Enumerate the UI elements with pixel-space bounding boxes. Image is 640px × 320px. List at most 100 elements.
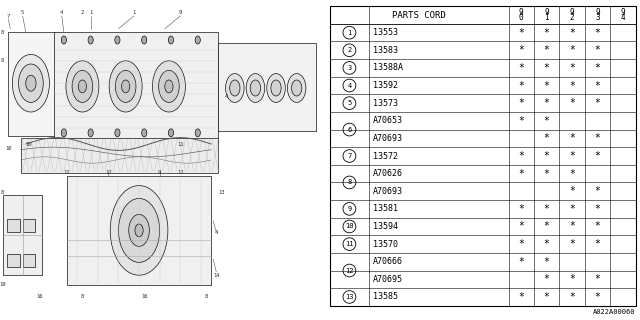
Text: 4: 4 xyxy=(621,13,625,22)
Text: 4: 4 xyxy=(60,10,63,15)
Circle shape xyxy=(195,36,200,44)
Text: 7: 7 xyxy=(348,153,351,159)
Circle shape xyxy=(343,220,356,233)
Text: *: * xyxy=(595,81,600,91)
Circle shape xyxy=(159,70,179,102)
Circle shape xyxy=(343,176,356,189)
Circle shape xyxy=(343,44,356,57)
Text: 13572: 13572 xyxy=(373,151,398,161)
Text: 5: 5 xyxy=(348,100,351,106)
Circle shape xyxy=(129,214,149,246)
Text: 11: 11 xyxy=(345,241,354,247)
Circle shape xyxy=(343,26,356,39)
Bar xyxy=(3,195,42,275)
Text: *: * xyxy=(595,28,600,38)
Circle shape xyxy=(118,198,159,262)
Text: 1: 1 xyxy=(545,13,549,22)
Text: 4: 4 xyxy=(225,93,228,99)
Text: *: * xyxy=(518,151,524,161)
Text: 8: 8 xyxy=(204,293,207,299)
Circle shape xyxy=(230,80,240,96)
Text: A70693: A70693 xyxy=(373,134,403,143)
Text: *: * xyxy=(544,169,550,179)
Circle shape xyxy=(110,186,168,275)
Text: 9: 9 xyxy=(545,8,549,17)
Text: *: * xyxy=(544,116,550,126)
Text: 16: 16 xyxy=(141,293,147,299)
Text: 9: 9 xyxy=(519,8,524,17)
Text: *: * xyxy=(544,28,550,38)
Circle shape xyxy=(165,80,173,93)
Text: *: * xyxy=(544,221,550,231)
Text: *: * xyxy=(595,239,600,249)
Text: *: * xyxy=(518,98,524,108)
Text: 13588A: 13588A xyxy=(373,63,403,72)
Text: *: * xyxy=(569,28,575,38)
Text: 4: 4 xyxy=(214,229,218,235)
Text: 13570: 13570 xyxy=(373,240,398,249)
Circle shape xyxy=(135,224,143,237)
Bar xyxy=(67,176,211,285)
Text: *: * xyxy=(544,98,550,108)
Bar xyxy=(7,219,20,232)
Text: 10: 10 xyxy=(345,223,354,229)
Text: *: * xyxy=(518,169,524,179)
Circle shape xyxy=(88,129,93,137)
Text: *: * xyxy=(544,151,550,161)
Text: *: * xyxy=(544,274,550,284)
Text: *: * xyxy=(544,257,550,267)
Text: 5: 5 xyxy=(21,10,24,15)
Text: 9: 9 xyxy=(348,206,351,212)
Text: 8: 8 xyxy=(1,58,4,63)
Bar xyxy=(8,32,54,136)
Circle shape xyxy=(343,97,356,109)
Text: 9: 9 xyxy=(595,8,600,17)
Text: A70653: A70653 xyxy=(373,116,403,125)
Text: *: * xyxy=(569,239,575,249)
Circle shape xyxy=(287,74,306,102)
Text: *: * xyxy=(518,221,524,231)
Circle shape xyxy=(141,129,147,137)
Circle shape xyxy=(12,54,49,112)
Text: *: * xyxy=(569,63,575,73)
Circle shape xyxy=(61,36,67,44)
Text: 2: 2 xyxy=(570,13,574,22)
Circle shape xyxy=(343,264,356,277)
Circle shape xyxy=(246,74,265,102)
Text: *: * xyxy=(518,116,524,126)
Circle shape xyxy=(115,70,136,102)
Text: 10: 10 xyxy=(5,146,12,151)
Circle shape xyxy=(61,129,67,137)
Circle shape xyxy=(225,74,244,102)
Text: *: * xyxy=(595,151,600,161)
Text: A70695: A70695 xyxy=(373,275,403,284)
Text: *: * xyxy=(569,45,575,55)
Circle shape xyxy=(343,238,356,251)
Text: *: * xyxy=(544,81,550,91)
Text: *: * xyxy=(569,186,575,196)
Text: *: * xyxy=(518,204,524,214)
Text: 2: 2 xyxy=(81,10,84,15)
Text: 14: 14 xyxy=(213,273,220,278)
Text: 16: 16 xyxy=(36,293,42,299)
Text: 19: 19 xyxy=(0,282,5,287)
Circle shape xyxy=(168,36,173,44)
Text: 6: 6 xyxy=(348,127,351,132)
Text: *: * xyxy=(595,98,600,108)
Text: 9: 9 xyxy=(570,8,574,17)
Text: 3: 3 xyxy=(595,13,600,22)
Text: *: * xyxy=(518,63,524,73)
Text: 12: 12 xyxy=(105,170,111,175)
Text: 7: 7 xyxy=(6,13,10,19)
Text: 13585: 13585 xyxy=(373,292,398,301)
Text: *: * xyxy=(569,274,575,284)
Text: 8: 8 xyxy=(348,180,351,185)
Circle shape xyxy=(141,36,147,44)
Text: 1: 1 xyxy=(89,10,92,15)
Text: 12: 12 xyxy=(64,170,70,175)
Text: PARTS CORD: PARTS CORD xyxy=(392,11,446,20)
Text: 8: 8 xyxy=(81,293,84,299)
Circle shape xyxy=(343,291,356,303)
Text: *: * xyxy=(595,221,600,231)
Text: *: * xyxy=(518,81,524,91)
